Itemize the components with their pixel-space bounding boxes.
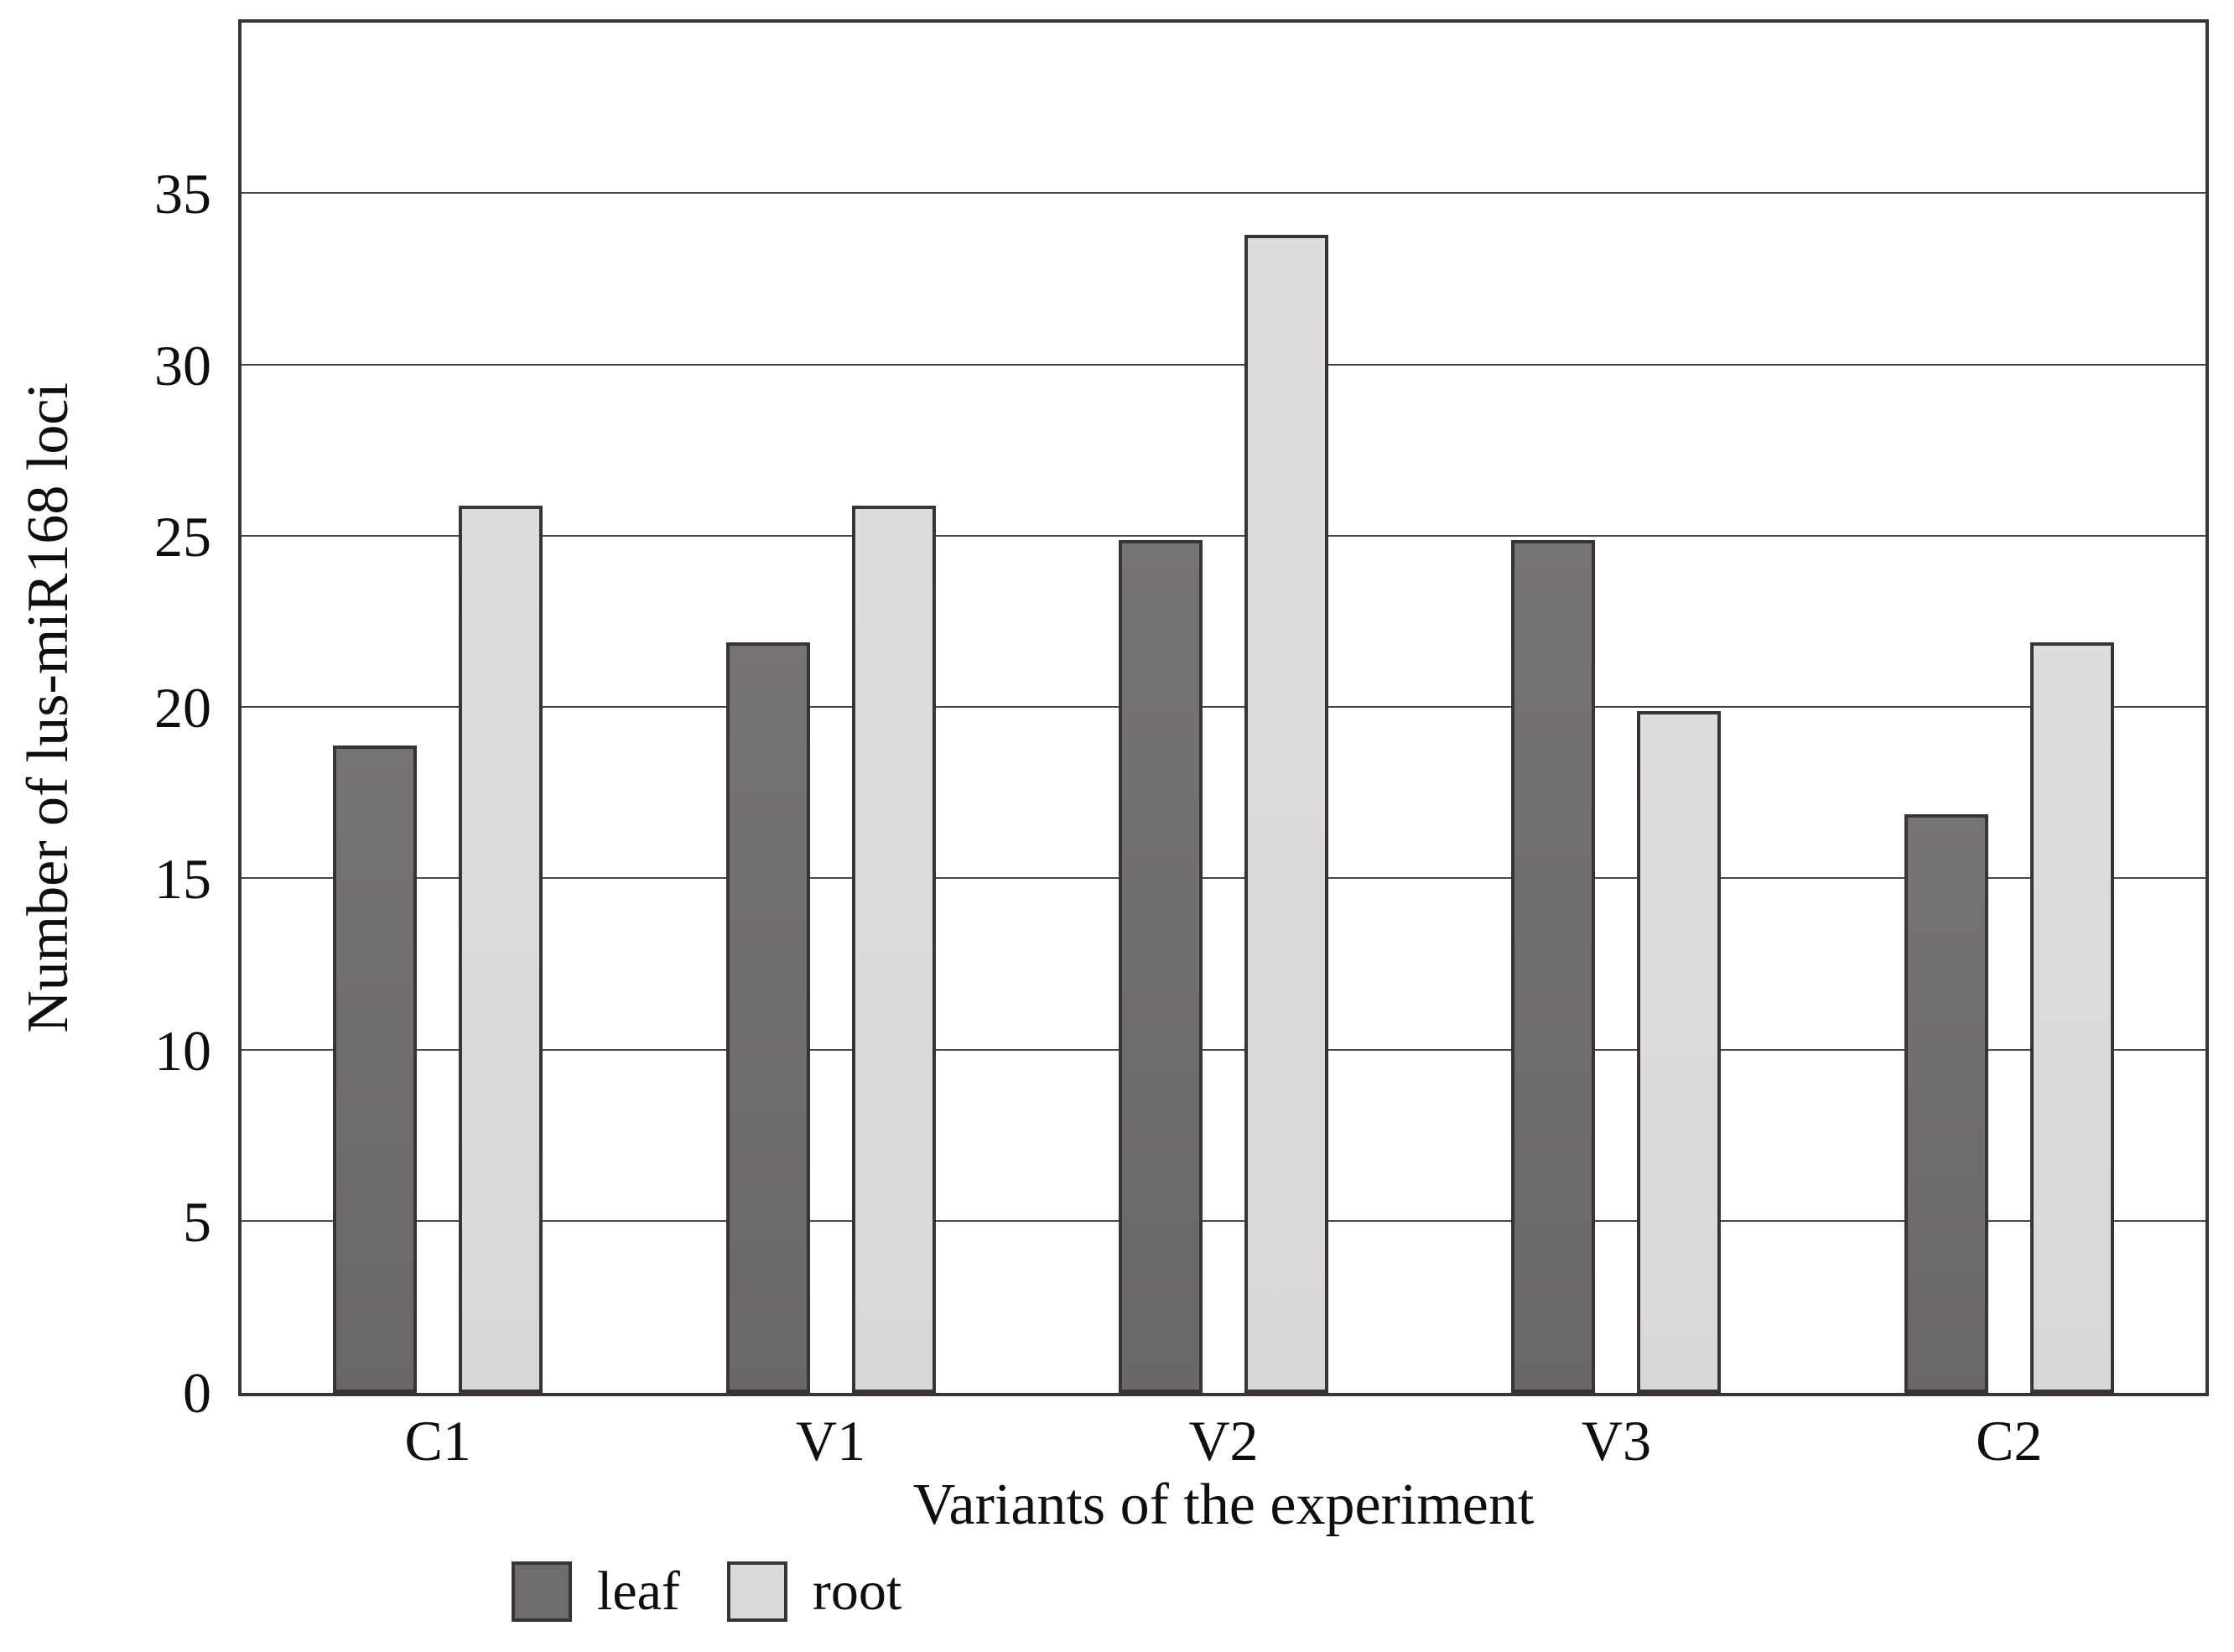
gridline-y-5 xyxy=(242,1219,2205,1222)
bar-root-V3 xyxy=(1637,711,1722,1393)
x-axis-title: Variants of the experiment xyxy=(912,1473,1535,1537)
bar-leaf-V2 xyxy=(1118,539,1203,1393)
y-tick-label-10: 10 xyxy=(154,1018,211,1083)
category-column-V3 xyxy=(1420,23,1812,1393)
bar-leaf-C2 xyxy=(1904,813,1988,1393)
gridline-y-30 xyxy=(242,363,2205,366)
y-tick-label-15: 15 xyxy=(154,847,211,912)
bar-leaf-C1 xyxy=(333,745,418,1393)
plot-area xyxy=(238,19,2209,1396)
category-column-V1 xyxy=(634,23,1026,1393)
bar-root-C2 xyxy=(2029,642,2114,1393)
y-tick-label-25: 25 xyxy=(154,504,211,569)
legend-item-root: root xyxy=(726,1561,902,1622)
legend-swatch-root-icon xyxy=(726,1561,787,1622)
legend-item-leaf: leaf xyxy=(512,1561,680,1622)
x-tick-label-C2: C2 xyxy=(1976,1409,2043,1473)
y-tick-label-35: 35 xyxy=(154,162,211,226)
y-tick-label-5: 5 xyxy=(183,1189,211,1254)
x-tick-label-V3: V3 xyxy=(1581,1409,1651,1473)
legend-label-root: root xyxy=(812,1561,902,1622)
x-tick-label-C1: C1 xyxy=(404,1409,471,1473)
legend: leaf root xyxy=(512,1561,901,1622)
bar-root-V1 xyxy=(851,506,936,1393)
y-tick-label-30: 30 xyxy=(154,333,211,397)
x-tick-label-V1: V1 xyxy=(796,1409,866,1473)
y-tick-label-20: 20 xyxy=(154,676,211,740)
gridline-y-20 xyxy=(242,706,2205,708)
gridline-y-15 xyxy=(242,877,2205,880)
category-column-C2 xyxy=(1813,23,2205,1393)
legend-swatch-leaf-icon xyxy=(512,1561,572,1622)
x-tick-label-V2: V2 xyxy=(1188,1409,1259,1473)
bar-root-V2 xyxy=(1244,235,1328,1393)
gridline-y-25 xyxy=(242,534,2205,537)
category-column-V2 xyxy=(1027,23,1420,1393)
bar-leaf-V1 xyxy=(725,642,810,1393)
category-column-C1 xyxy=(242,23,634,1393)
y-axis-title: Number of lus-miR168 loci xyxy=(16,382,81,1033)
gridline-y-35 xyxy=(242,192,2205,195)
legend-label-leaf: leaf xyxy=(597,1561,680,1622)
bar-root-C1 xyxy=(459,506,543,1393)
bar-leaf-V3 xyxy=(1511,539,1596,1393)
y-tick-label-0: 0 xyxy=(183,1361,211,1425)
gridline-y-10 xyxy=(242,1048,2205,1051)
